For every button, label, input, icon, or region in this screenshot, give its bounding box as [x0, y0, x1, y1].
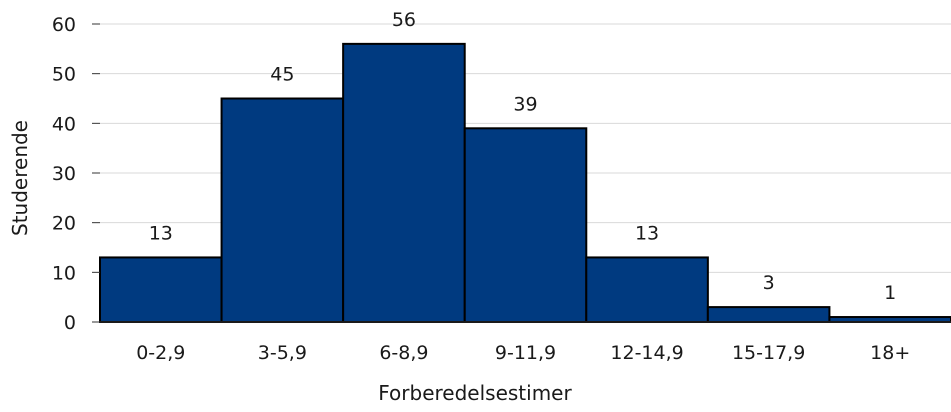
data-label: 39 — [513, 93, 537, 115]
data-label: 13 — [149, 222, 173, 244]
y-tick-label: 20 — [52, 213, 76, 235]
y-tick-label: 0 — [64, 312, 76, 334]
y-tick-label: 40 — [52, 113, 76, 135]
x-tick-label: 18+ — [870, 342, 910, 364]
x-axis-title: Forberedelsestimer — [378, 381, 572, 405]
bar — [342, 42, 466, 323]
y-tick-label: 30 — [52, 163, 76, 185]
x-tick-label: 15-17,9 — [732, 342, 805, 364]
bar — [828, 316, 951, 323]
data-label: 3 — [763, 272, 775, 294]
bar — [220, 97, 345, 323]
y-tick-label: 60 — [52, 14, 76, 36]
x-tick-label: 3-5,9 — [258, 342, 307, 364]
data-label: 13 — [635, 222, 659, 244]
y-tick-labels: 0 10 20 30 40 50 60 — [52, 14, 100, 334]
data-labels: 13 45 56 39 13 3 1 — [149, 9, 897, 304]
bars — [99, 42, 951, 324]
x-tick-label: 9-11,9 — [495, 342, 556, 364]
y-tick-label: 50 — [52, 64, 76, 86]
bar — [99, 256, 223, 323]
y-axis-title: Studerende — [8, 120, 32, 236]
y-tick-label: 10 — [52, 262, 76, 284]
data-label: 45 — [270, 64, 294, 86]
x-tick-labels: 0-2,9 3-5,9 6-8,9 9-11,9 12-14,9 15-17,9 18+ — [136, 342, 910, 364]
x-tick-label: 12-14,9 — [610, 342, 683, 364]
x-tick-label: 0-2,9 — [136, 342, 185, 364]
bar — [706, 306, 831, 324]
data-label: 56 — [392, 9, 416, 31]
bar — [585, 256, 709, 323]
bar — [463, 127, 588, 323]
x-tick-label: 6-8,9 — [379, 342, 428, 364]
data-label: 1 — [884, 282, 896, 304]
